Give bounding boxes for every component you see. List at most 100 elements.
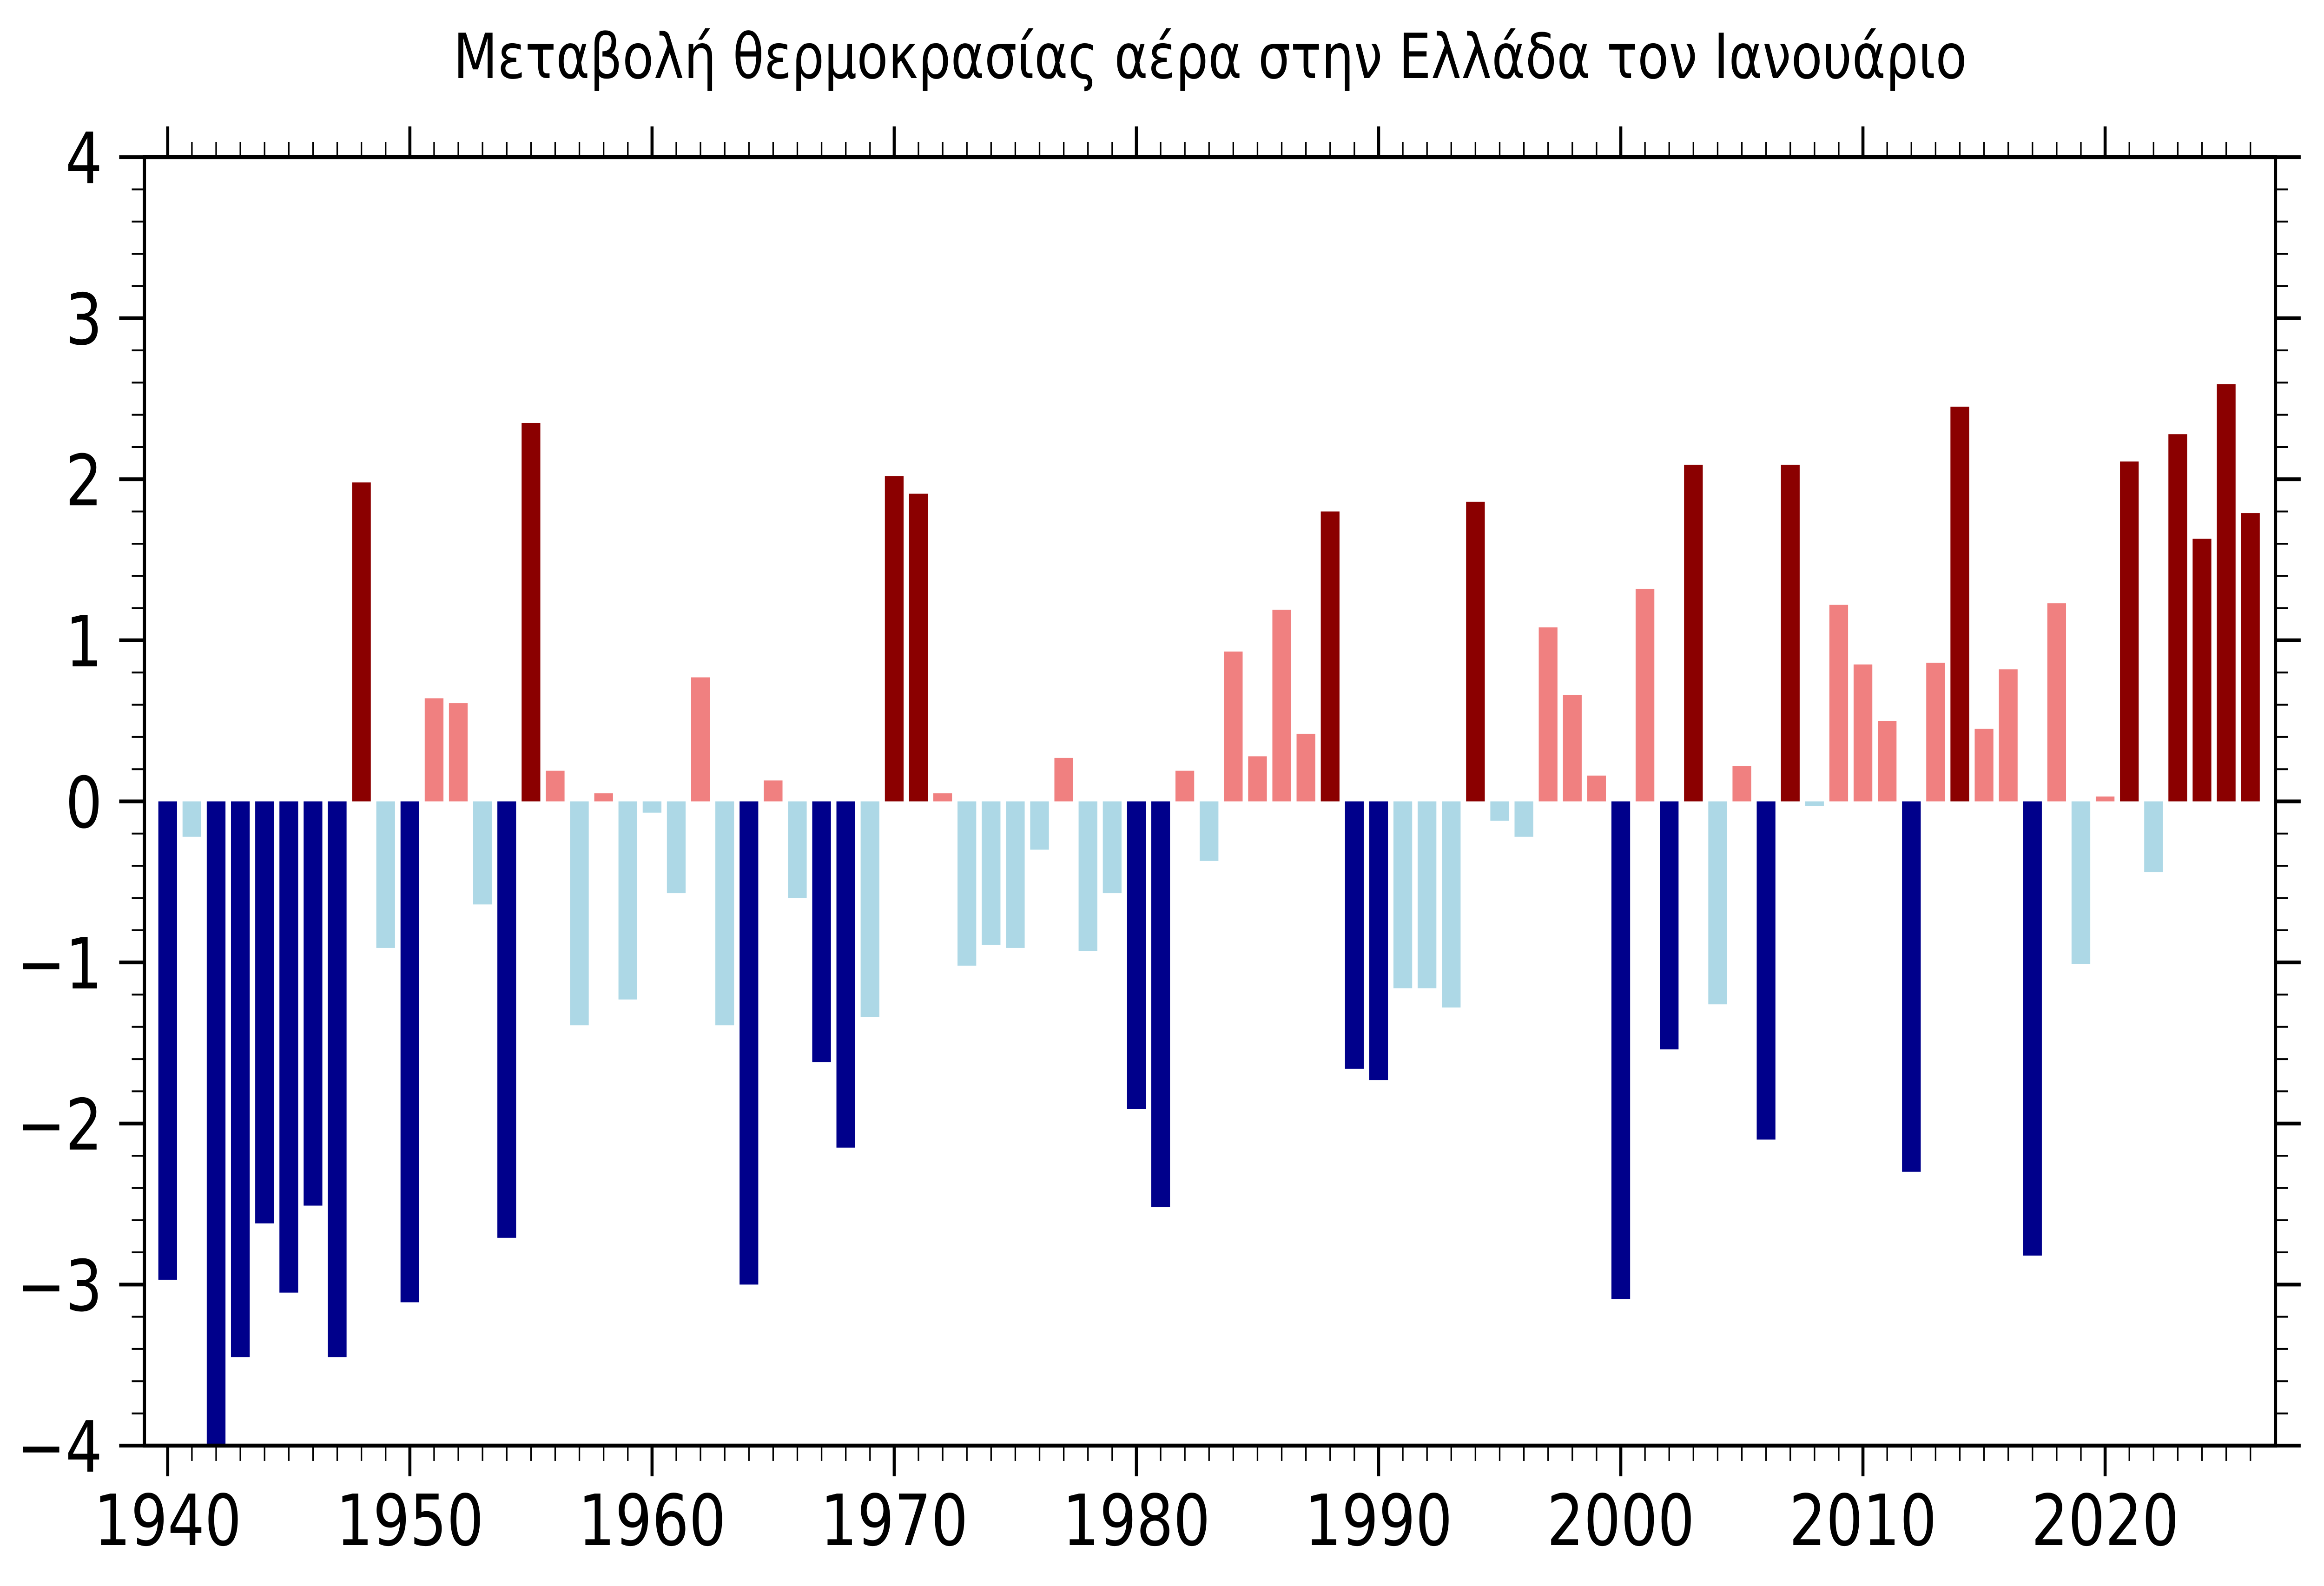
x-tick-label-1990: 1990: [1305, 1480, 1452, 1562]
bar-1944: [255, 801, 274, 1224]
bar-1996: [1514, 801, 1533, 837]
bar-1983: [1200, 801, 1219, 861]
bar-2021: [2120, 461, 2139, 802]
bar-1940: [158, 801, 177, 1280]
bar-1941: [182, 801, 202, 837]
bar-1988: [1320, 511, 1340, 802]
bar-1982: [1175, 770, 1195, 802]
bar-2012: [1902, 801, 1921, 1172]
bar-2023: [2168, 434, 2187, 802]
bar-2018: [2047, 603, 2067, 802]
bar-1985: [1248, 756, 1267, 802]
y-tick-label-8: −4: [17, 1406, 102, 1488]
y-tick-label-3: 1: [66, 601, 102, 683]
bar-2009: [1829, 605, 1849, 802]
bar-1942: [206, 801, 226, 1446]
bar-1968: [836, 801, 855, 1148]
bar-2010: [1853, 664, 1873, 802]
bar-1948: [352, 482, 371, 802]
bar-1990: [1369, 801, 1388, 1080]
bar-1971: [909, 494, 928, 802]
y-tick-label-0: 4: [66, 118, 102, 200]
bar-1987: [1296, 733, 1315, 802]
bar-1952: [449, 703, 468, 802]
axis-layer: 1940 1950 1960 1970 1980 1990 2000 2010 2020 4 3 2 1…: [17, 118, 2301, 1562]
bar-1976: [1030, 801, 1049, 850]
y-tick-label-6: −2: [17, 1084, 102, 1166]
bar-1989: [1345, 801, 1364, 1069]
bar-2020: [2095, 796, 2115, 802]
bar-1984: [1224, 652, 1243, 802]
bar-1999: [1587, 776, 1606, 802]
chart-title: Μεταβολή θερμοκρασίας αέρα στην Ελλάδα τ…: [453, 20, 1967, 92]
bar-2011: [1878, 721, 1897, 802]
y-tick-label-7: −3: [17, 1245, 102, 1327]
x-tick-label-2000: 2000: [1547, 1480, 1695, 1562]
bar-1986: [1272, 610, 1291, 802]
bar-1995: [1490, 801, 1509, 821]
bar-1943: [231, 801, 250, 1357]
bar-2022: [2144, 801, 2163, 873]
bar-1978: [1078, 801, 1097, 951]
x-tick-label-1950: 1950: [336, 1480, 484, 1562]
x-tick-label-1960: 1960: [578, 1480, 726, 1562]
x-tick-label-1980: 1980: [1063, 1480, 1210, 1562]
bar-1991: [1393, 801, 1413, 988]
bar-1958: [594, 793, 613, 802]
bar-1974: [982, 801, 1001, 945]
bar-1997: [1538, 627, 1558, 802]
bar-1949: [376, 801, 395, 948]
bar-2003: [1684, 465, 1703, 802]
bar-1956: [546, 770, 565, 802]
bar-2013: [1926, 663, 1945, 802]
bar-2002: [1660, 801, 1679, 1050]
bar-2017: [2023, 801, 2042, 1256]
bar-1946: [304, 801, 323, 1206]
bar-1957: [570, 801, 589, 1026]
bar-1961: [667, 801, 686, 894]
bar-1959: [618, 801, 637, 1000]
bar-1972: [933, 793, 952, 802]
bar-1998: [1563, 695, 1582, 802]
bar-1981: [1151, 801, 1170, 1207]
bar-1954: [497, 801, 516, 1238]
bar-1992: [1418, 801, 1437, 988]
bar-1950: [400, 801, 419, 1303]
bar-1980: [1127, 801, 1146, 1109]
x-tick-label-1970: 1970: [820, 1480, 968, 1562]
bar-1975: [1006, 801, 1025, 948]
bar-1945: [279, 801, 298, 1293]
y-tick-label-1: 3: [66, 279, 102, 361]
bar-2006: [1756, 801, 1776, 1140]
bar-1962: [691, 677, 710, 802]
bar-2024: [2192, 539, 2212, 802]
bar-1965: [764, 780, 783, 802]
bar-1967: [812, 801, 831, 1062]
y-tick-label-2: 2: [66, 440, 102, 522]
bar-1979: [1103, 801, 1122, 894]
bar-1969: [860, 801, 879, 1017]
bar-1993: [1442, 801, 1461, 1008]
bar-1994: [1466, 501, 1485, 802]
bar-2016: [1999, 669, 2018, 802]
bar-1970: [885, 476, 904, 802]
bar-2025: [2217, 384, 2236, 802]
bar-1966: [788, 801, 807, 898]
bar-2000: [1611, 801, 1631, 1299]
x-tick-label-2010: 2010: [1789, 1480, 1937, 1562]
bar-1960: [642, 801, 662, 813]
bar-1951: [424, 698, 444, 802]
bar-2005: [1732, 766, 1751, 802]
axis-frame: [143, 155, 2278, 1448]
bar-2026: [2241, 513, 2260, 802]
bar-2007: [1781, 465, 1800, 802]
bar-2019: [2071, 801, 2091, 964]
y-tick-label-4: 0: [66, 762, 102, 844]
bar-1947: [328, 801, 347, 1357]
bar-1973: [957, 801, 977, 966]
bar-1964: [739, 801, 759, 1285]
bar-2008: [1805, 801, 1824, 806]
y-tick-label-5: −1: [17, 923, 102, 1005]
